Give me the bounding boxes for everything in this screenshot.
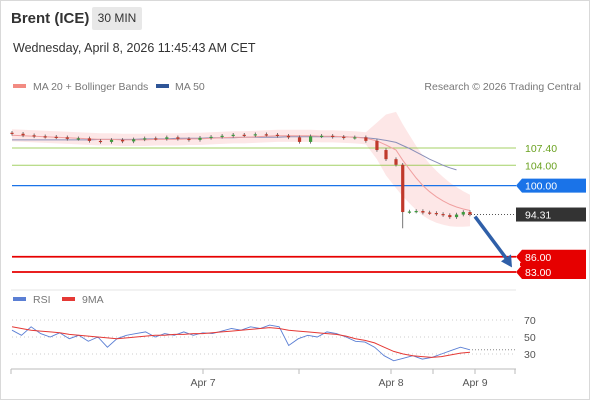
level-107-40-label: 107.40 xyxy=(525,143,557,155)
price-panel: 107.40 104.00 100.00 94.31 86.00 83.00 xyxy=(10,111,586,279)
candle-body xyxy=(132,139,136,142)
candle-body xyxy=(428,212,432,214)
candle-body xyxy=(264,134,268,136)
candle-body xyxy=(401,164,405,213)
x-tick-label: Apr 8 xyxy=(378,377,403,389)
x-axis: Apr 7 Apr 8 Apr 9 xyxy=(10,369,516,389)
candle-body xyxy=(448,215,452,218)
forecast-arrow-shaft xyxy=(473,215,509,261)
candle-body xyxy=(143,138,147,140)
ma9-legend-label: 9MA xyxy=(82,294,104,306)
candle-body xyxy=(342,136,346,139)
datetime-label: Wednesday, April 8, 2026 11:45:43 AM CET xyxy=(13,41,256,55)
rsi-tick-50: 50 xyxy=(524,332,536,344)
candle-body xyxy=(320,135,324,138)
forecast-arrow-head xyxy=(501,254,512,268)
ma9-legend-swatch xyxy=(62,297,75,301)
candle-body xyxy=(231,134,235,136)
rsi-panel: 70 50 30 xyxy=(11,315,536,362)
ma50-legend-swatch xyxy=(156,84,169,88)
candle-body xyxy=(76,138,80,140)
level-94-31-label: 94.31 xyxy=(525,210,551,222)
candle-body xyxy=(220,135,224,138)
candle-body xyxy=(375,140,379,151)
candle-body xyxy=(364,137,368,141)
ma20-legend-label: MA 20 + Bollinger Bands xyxy=(33,81,148,93)
candle-body xyxy=(407,211,412,213)
candle-body xyxy=(165,137,169,139)
candle-body xyxy=(434,213,438,215)
ma50-legend-label: MA 50 xyxy=(175,81,205,93)
candle-body xyxy=(394,159,398,165)
level-86-00-box xyxy=(516,249,586,264)
candle-body xyxy=(421,211,425,213)
x-tick-label: Apr 7 xyxy=(190,377,215,389)
level-94-31-box xyxy=(516,207,586,222)
candle-body xyxy=(154,138,158,140)
candle-body xyxy=(331,135,335,138)
candle-body xyxy=(468,212,472,215)
level-86-00-label: 86.00 xyxy=(525,252,551,264)
rsi-tick-70: 70 xyxy=(524,315,536,327)
support-zone-box xyxy=(520,262,586,266)
candle-body xyxy=(10,132,14,134)
candle-body xyxy=(187,138,191,141)
candle-body xyxy=(87,138,92,141)
rsi-tick-30: 30 xyxy=(524,349,536,361)
candle-body xyxy=(253,134,257,136)
candle-body xyxy=(461,212,465,215)
candle-body xyxy=(454,214,459,218)
candle-body xyxy=(198,137,202,140)
candle-body xyxy=(54,136,58,139)
timeframe-badge[interactable]: 30 MIN xyxy=(92,7,142,30)
candle-body xyxy=(209,136,213,139)
candles xyxy=(10,130,472,229)
level-83-00-label: 83.00 xyxy=(525,267,551,279)
level-100-00-box xyxy=(516,178,586,193)
ma20-legend-swatch xyxy=(13,84,26,88)
rsi-legend-label: RSI xyxy=(33,294,51,306)
candle-body xyxy=(275,134,280,136)
instrument-title: Brent (ICE) xyxy=(11,10,90,27)
bollinger-band xyxy=(12,111,470,227)
ma9-line xyxy=(11,326,471,358)
candle-body xyxy=(43,136,47,138)
x-tick-label: Apr 9 xyxy=(462,377,487,389)
candle-body xyxy=(109,139,114,142)
candle-body xyxy=(297,137,302,142)
candle-body xyxy=(176,137,180,139)
candle-body xyxy=(384,150,388,160)
level-104-00-label: 104.00 xyxy=(525,160,557,172)
candle-body xyxy=(414,211,418,213)
candle-body xyxy=(441,214,445,216)
candle-body xyxy=(308,136,313,142)
candle-body xyxy=(21,133,25,136)
candle-body xyxy=(286,135,291,138)
rsi-legend-swatch xyxy=(13,297,26,301)
copyright-label: Research © 2026 Trading Central xyxy=(424,81,581,93)
candle-body xyxy=(242,134,246,136)
candle-body xyxy=(98,140,103,143)
level-83-00-box xyxy=(516,265,586,279)
candle-body xyxy=(65,137,69,139)
candle-body xyxy=(353,137,357,139)
candle-body xyxy=(32,135,36,137)
level-100-00-label: 100.00 xyxy=(525,181,557,193)
candle-body xyxy=(120,139,125,142)
